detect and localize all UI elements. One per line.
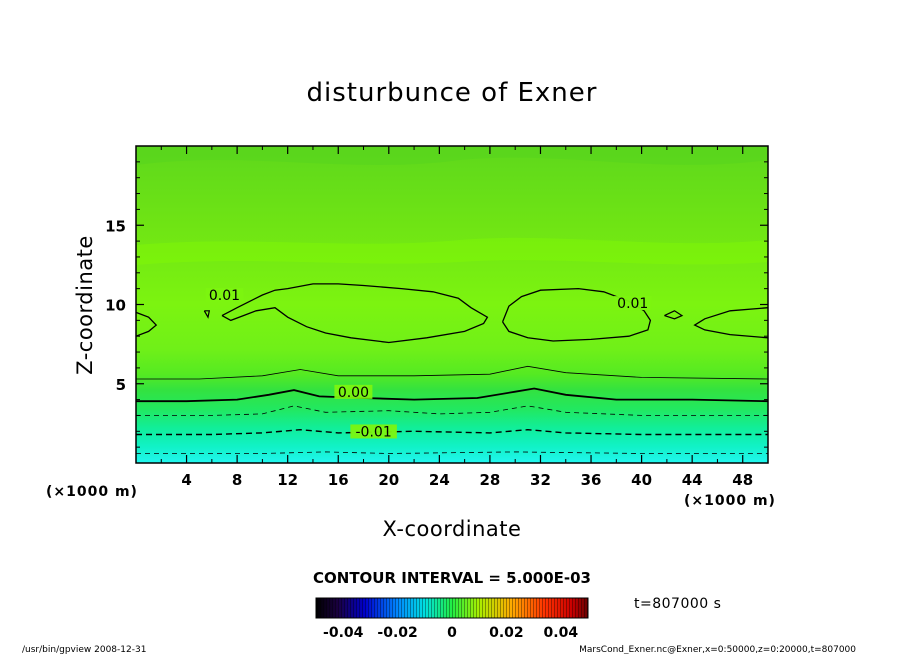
colorbar-tick-label: -0.02 — [377, 625, 417, 641]
x-tick-label: 36 — [581, 471, 602, 489]
x-axis-ticks: 4 8 12 16 20 24 28 32 36 40 44 48 — [160, 146, 753, 489]
y-tick-label: 15 — [105, 217, 126, 235]
contour-lines — [135, 283, 769, 454]
colorbar-stripes — [316, 598, 588, 618]
y-axis-unit: (×1000 m) — [46, 484, 138, 500]
y-tick-label: 5 — [116, 376, 126, 394]
y-axis-label: Z-coordinate — [73, 235, 97, 375]
contour-0.005 — [136, 365, 769, 380]
colorbar-frame — [315, 597, 589, 619]
contour-label-bg — [334, 384, 373, 399]
x-axis-unit: (×1000 m) — [684, 493, 776, 509]
footer-right: MarsCond_Exner.nc@Exner,x=0:50000,z=0:20… — [579, 645, 856, 654]
x-tick-label: 4 — [181, 471, 191, 489]
contour-label-bg — [205, 288, 244, 303]
colorbar-tick-label: 0 — [447, 625, 457, 641]
contour-label-group: 0.01 0.01 0.00 -0.01 — [205, 288, 652, 440]
y-tick-label: 10 — [105, 297, 126, 315]
contour-minus-0.015 — [136, 451, 768, 454]
colorbar-tick-label: 0.02 — [489, 625, 524, 641]
contour-label: -0.01 — [356, 424, 392, 440]
contour-0.00 — [136, 387, 769, 403]
contour-minus-0.005 — [136, 405, 768, 416]
footer-left: /usr/bin/gpview 2008-12-31 — [22, 645, 146, 654]
colorbar: -0.04 -0.02 0 0.02 0.04 — [315, 597, 589, 641]
contour-0.01-right — [501, 287, 652, 342]
colorbar-ticks: -0.04 -0.02 0 0.02 0.04 — [323, 625, 578, 641]
x-tick-label: 32 — [530, 471, 551, 489]
y-axis-ticks: 5 10 15 — [105, 161, 768, 448]
contour-label-bg — [350, 424, 397, 439]
contour-0.01-left — [221, 283, 489, 344]
x-tick-label: 48 — [732, 471, 753, 489]
x-tick-label: 8 — [232, 471, 242, 489]
x-tick-label: 40 — [631, 471, 652, 489]
contour-label: 0.00 — [338, 385, 369, 401]
time-label: t=807000 s — [634, 596, 721, 612]
x-tick-label: 12 — [277, 471, 298, 489]
contour-0.01-edge-right — [693, 307, 769, 339]
contour-0.01-island-right — [664, 310, 684, 320]
contour-label: 0.01 — [209, 288, 240, 304]
x-tick-label: 24 — [429, 471, 450, 489]
contour-0.01-island — [203, 310, 211, 319]
upper-shade-band — [136, 146, 768, 165]
x-axis-label: X-coordinate — [383, 517, 522, 541]
x-tick-label: 28 — [479, 471, 500, 489]
contour-label-bg — [613, 296, 652, 311]
chart-title: disturbunce of Exner — [307, 78, 598, 108]
x-tick-label: 44 — [682, 471, 703, 489]
contour-0.01-edge-left — [135, 311, 158, 337]
contour-minus-0.01 — [136, 428, 768, 436]
colorbar-tick-label: 0.04 — [544, 625, 579, 641]
x-tick-label: 20 — [378, 471, 399, 489]
plot-area: 0.01 0.010.00-0.01 4 8 12 16 20 24 28 32 36 40 44 48… — [105, 145, 769, 489]
colorbar-tick-label: -0.04 — [323, 625, 364, 641]
contour-label: 0.01 — [617, 296, 648, 312]
contour-interval-label: CONTOUR INTERVAL = 5.000E-03 — [313, 569, 591, 587]
field-background — [136, 146, 768, 463]
mid-shade-band — [136, 237, 768, 265]
x-tick-label: 16 — [328, 471, 349, 489]
